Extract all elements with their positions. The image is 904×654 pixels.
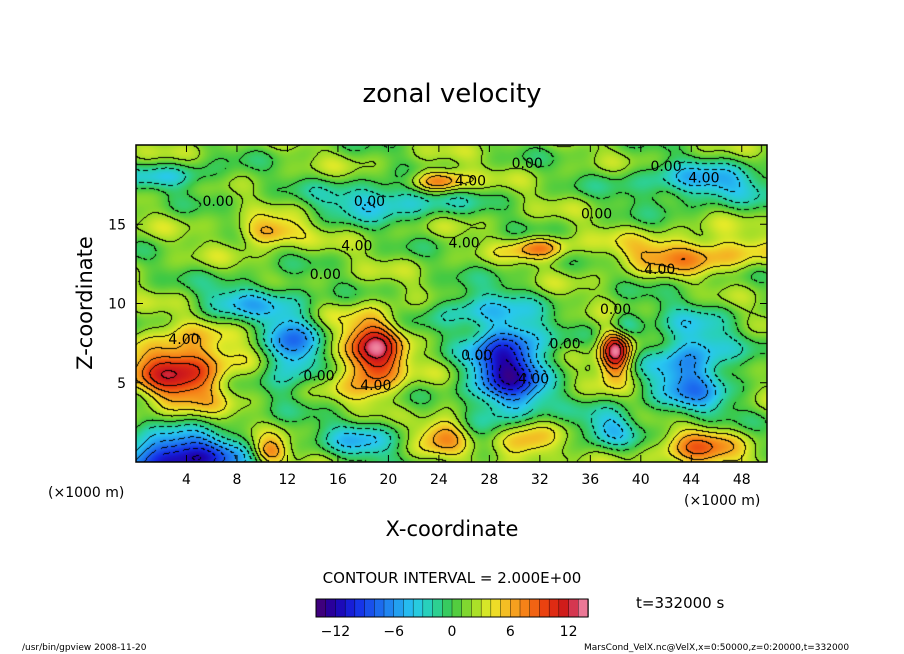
colorbar-cell xyxy=(578,598,589,618)
chart-title: zonal velocity xyxy=(362,79,541,109)
x-tick-label: 48 xyxy=(733,472,751,488)
plot-area: 0.00 0.004.00 4.000.00 0.000.004.00 4.004.00… xyxy=(136,145,767,462)
x-unit-right: (×1000 m) xyxy=(684,493,760,509)
colorbar-cell xyxy=(315,598,327,618)
colorbar-cell xyxy=(442,598,453,618)
y-axis-ticks: 5 10 15 xyxy=(108,217,767,392)
colorbar-cell xyxy=(344,598,356,618)
colorbar-cell xyxy=(325,598,337,618)
contour-label: 4.00 xyxy=(455,173,486,189)
colorbar-cell xyxy=(412,598,424,618)
x-tick-label: 16 xyxy=(329,472,347,488)
colorbar-cell xyxy=(480,598,492,618)
contour-label: 0.00 xyxy=(549,337,580,353)
colorbar-cell xyxy=(422,598,434,618)
colorbar-cell xyxy=(558,598,570,618)
footer-left: /usr/bin/gpview 2008-11-20 xyxy=(22,643,147,653)
colorbar-cell xyxy=(335,598,346,618)
y-tick-label: 15 xyxy=(108,217,126,233)
contour-label: 0.00 xyxy=(303,368,334,384)
contour-label: 4.00 xyxy=(360,378,391,394)
x-tick-label: 36 xyxy=(581,472,599,488)
colorbar-ticks: −12 −6 0 6 12 xyxy=(321,624,578,640)
y-axis-label: Z-coordinate xyxy=(73,236,97,370)
x-tick-label: 24 xyxy=(430,472,448,488)
contour-label: 4.00 xyxy=(341,238,372,254)
colorbar-frame xyxy=(315,598,589,618)
colorbar-cell xyxy=(364,598,375,618)
contour-label: 4.00 xyxy=(168,332,199,348)
colorbar-cell xyxy=(354,598,366,618)
colorbar-tick-label: 6 xyxy=(506,624,515,640)
colorbar-cell xyxy=(451,598,463,618)
x-tick-label: 8 xyxy=(232,472,241,488)
x-tick-label: 20 xyxy=(379,472,397,488)
velocity-field xyxy=(136,145,767,462)
colorbar-tick-label: 0 xyxy=(448,624,457,640)
contour-label: 0.00 xyxy=(310,267,341,283)
contour-label: 0.00 xyxy=(600,302,631,318)
colorbar-cell xyxy=(539,598,550,618)
contour-label: 0.00 xyxy=(354,194,385,210)
x-tick-label: 4 xyxy=(182,472,191,488)
colorbar-cell xyxy=(519,598,531,618)
x-tick-label: 44 xyxy=(682,472,700,488)
contour-label: 0.00 xyxy=(202,194,233,210)
colorbar-cell xyxy=(383,598,395,618)
colorbar-cell xyxy=(471,598,482,618)
colorbar-cell xyxy=(432,598,443,618)
contour-labels: 0.00 0.004.00 4.000.00 0.000.004.00 4.004.00… xyxy=(168,156,719,394)
y-tick-label: 5 xyxy=(117,376,126,392)
x-axis-label: X-coordinate xyxy=(386,517,519,541)
x-tick-label: 40 xyxy=(632,472,650,488)
contour-label: 0.00 xyxy=(512,156,543,172)
footer-right: MarsCond_VelX.nc@VelX,x=0:50000,z=0:2000… xyxy=(584,643,849,653)
contour-label: 4.00 xyxy=(644,262,675,278)
x-tick-label: 28 xyxy=(480,472,498,488)
colorbar-tick-label: 12 xyxy=(560,624,578,640)
colorbar-cell xyxy=(500,598,511,618)
colorbar-cell xyxy=(403,598,414,618)
contour-label: 4.00 xyxy=(449,235,480,251)
contour-label: 0.00 xyxy=(461,348,492,364)
x-tick-label: 12 xyxy=(279,472,297,488)
x-axis-ticks: 4 8 12 16 20 24 28 32 36 40 44 48 xyxy=(182,145,751,488)
colorbar-cell xyxy=(548,598,560,618)
colorbar-cell xyxy=(461,598,473,618)
colorbar-cell xyxy=(568,598,579,618)
colorbar-cell xyxy=(490,598,502,618)
contour-label: 4.00 xyxy=(518,372,549,388)
x-unit-left: (×1000 m) xyxy=(48,485,124,501)
contour-interval-text: CONTOUR INTERVAL = 2.000E+00 xyxy=(323,569,582,587)
colorbar-tick-label: −12 xyxy=(321,624,351,640)
colorbar-cell xyxy=(393,598,405,618)
colorbar-cell xyxy=(510,598,521,618)
contour-label: 0.00 xyxy=(581,207,612,223)
y-tick-label: 10 xyxy=(108,297,126,313)
x-tick-label: 32 xyxy=(531,472,549,488)
colorbar xyxy=(315,598,589,618)
colorbar-cell xyxy=(374,598,385,618)
colorbar-tick-label: −6 xyxy=(383,624,404,640)
time-text: t=332000 s xyxy=(636,594,724,612)
contour-label: 4.00 xyxy=(688,170,719,186)
colorbar-cell xyxy=(529,598,541,618)
contour-label: 0.00 xyxy=(650,159,681,175)
